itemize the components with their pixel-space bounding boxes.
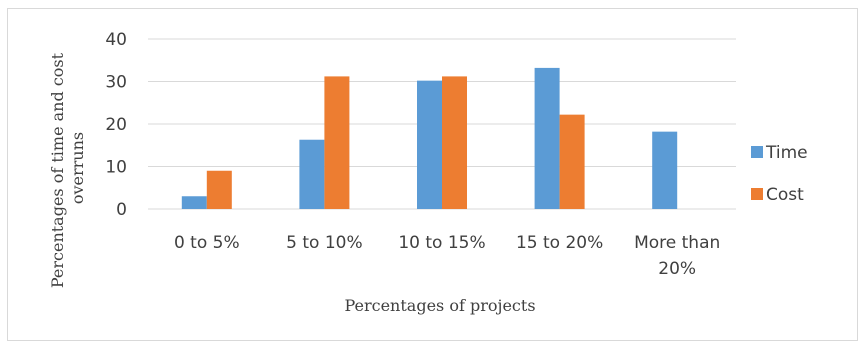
x-category-label: 10 to 15% [398,233,485,253]
x-axis-title: Percentages of projects [344,296,535,315]
y-tick-label: 10 [105,158,127,178]
y-axis-ticks: 0 10 20 30 40 [105,30,127,220]
y-tick-label: 20 [105,115,127,135]
x-category-label: More than 20% [634,233,720,279]
x-category-label: 15 to 20% [516,233,603,253]
legend-swatch-cost [751,188,763,200]
bar-time [417,80,442,210]
bar-time [181,196,207,209]
y-tick-label: 40 [105,30,127,50]
x-axis-categories: 0 to 5% 5 to 10% 10 to 15% 15 to 20% More th… [174,233,720,279]
y-tick-label: 0 [116,200,127,220]
bar-cost [559,114,585,209]
legend: Time Cost [751,143,808,205]
x-category-label: 5 to 10% [286,233,362,253]
bars [181,67,678,210]
bar-time [534,67,560,210]
legend-label-time: Time [765,143,808,163]
bar-time [652,131,678,209]
y-tick-label: 30 [105,73,127,93]
y-axis-title-line-2: overruns [68,132,87,204]
bar-cost [442,76,467,210]
legend-label-cost: Cost [766,185,804,205]
bar-time [299,139,325,209]
x-category-label: 0 to 5% [174,233,240,253]
y-axis-title-line-1: Percentages of time and cost [48,52,67,288]
y-axis-title: Percentages of time and cost overruns [48,48,87,288]
bar-cost [206,170,232,209]
legend-swatch-time [751,146,763,158]
bar-cost [324,76,350,210]
